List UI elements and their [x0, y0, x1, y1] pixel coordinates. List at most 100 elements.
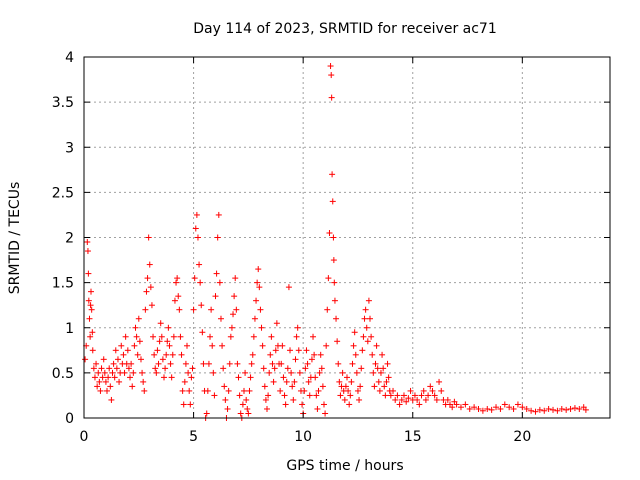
data-point [493, 404, 500, 411]
data-point [453, 401, 460, 408]
data-point [205, 360, 212, 367]
data-point [576, 405, 583, 412]
data-point [160, 374, 167, 381]
data-point [193, 211, 200, 218]
data-point [242, 369, 249, 376]
data-point [273, 320, 280, 327]
data-point [431, 392, 438, 399]
data-point [246, 387, 253, 394]
data-point [221, 383, 228, 390]
data-point [394, 392, 401, 399]
data-point [127, 374, 134, 381]
data-point [104, 387, 111, 394]
data-point [118, 342, 125, 349]
data-point [136, 338, 143, 345]
data-point [308, 356, 315, 363]
data-point [290, 396, 297, 403]
data-point [283, 378, 290, 385]
data-point [436, 378, 443, 385]
data-point [282, 401, 289, 408]
data-point [140, 378, 147, 385]
data-point [243, 396, 250, 403]
data-point [354, 387, 361, 394]
data-point [462, 401, 469, 408]
data-point [142, 306, 149, 313]
data-point [198, 302, 205, 309]
data-point [312, 374, 319, 381]
data-point [261, 383, 268, 390]
data-point [220, 365, 227, 372]
data-point [189, 365, 196, 372]
data-point [479, 407, 486, 414]
y-tick-label: 1 [65, 321, 74, 337]
plot-frame [83, 56, 611, 419]
data-point [249, 351, 256, 358]
data-point [84, 248, 91, 255]
data-point [471, 404, 478, 411]
y-tick-label: 3 [65, 140, 74, 156]
data-point [563, 406, 570, 413]
data-point [179, 387, 186, 394]
data-point [379, 351, 386, 358]
data-point [210, 369, 217, 376]
data-point [349, 360, 356, 367]
data-point [151, 351, 158, 358]
data-point [317, 351, 324, 358]
data-point [365, 297, 372, 304]
data-point [396, 401, 403, 408]
data-point [224, 405, 231, 412]
data-point [277, 387, 284, 394]
data-point [197, 279, 204, 286]
data-point [227, 333, 234, 340]
data-point [497, 405, 504, 412]
data-point [384, 360, 391, 367]
data-point [148, 302, 155, 309]
grid [84, 57, 610, 418]
data-point [192, 225, 199, 232]
data-point [358, 365, 365, 372]
data-point [260, 365, 267, 372]
data-point [288, 369, 295, 376]
data-point [267, 351, 274, 358]
x-tick-label: 15 [404, 429, 422, 445]
data-point [194, 234, 201, 241]
data-point [407, 387, 414, 394]
data-point [159, 356, 166, 363]
data-point [255, 266, 262, 273]
data-point [84, 239, 91, 246]
data-point [270, 378, 277, 385]
data-point [414, 396, 421, 403]
data-point [373, 342, 380, 349]
chart-title: Day 114 of 2023, SRMTID for receiver ac7… [193, 21, 497, 37]
data-point [320, 401, 327, 408]
data-point [173, 279, 180, 286]
data-point [353, 369, 360, 376]
data-point [405, 395, 412, 402]
data-point [128, 360, 135, 367]
x-tick-label: 10 [294, 429, 312, 445]
data-point [88, 288, 95, 295]
data-point [152, 365, 159, 372]
data-point [380, 365, 387, 372]
data-point [318, 365, 325, 372]
data-point [341, 396, 348, 403]
data-point [244, 405, 251, 412]
data-point [331, 297, 338, 304]
data-point [234, 360, 241, 367]
data-point [567, 405, 574, 412]
data-point [484, 405, 491, 412]
data-point [250, 333, 257, 340]
data-point [510, 405, 517, 412]
data-point [285, 284, 292, 291]
data-point [222, 396, 229, 403]
data-point [107, 383, 114, 390]
data-point [351, 329, 358, 336]
data-point [418, 392, 425, 399]
data-point [203, 410, 210, 417]
data-point [346, 401, 353, 408]
data-point [383, 378, 390, 385]
data-point [131, 342, 138, 349]
data-point [121, 369, 128, 376]
data-point [279, 342, 286, 349]
y-tick-label: 1.5 [52, 276, 74, 292]
